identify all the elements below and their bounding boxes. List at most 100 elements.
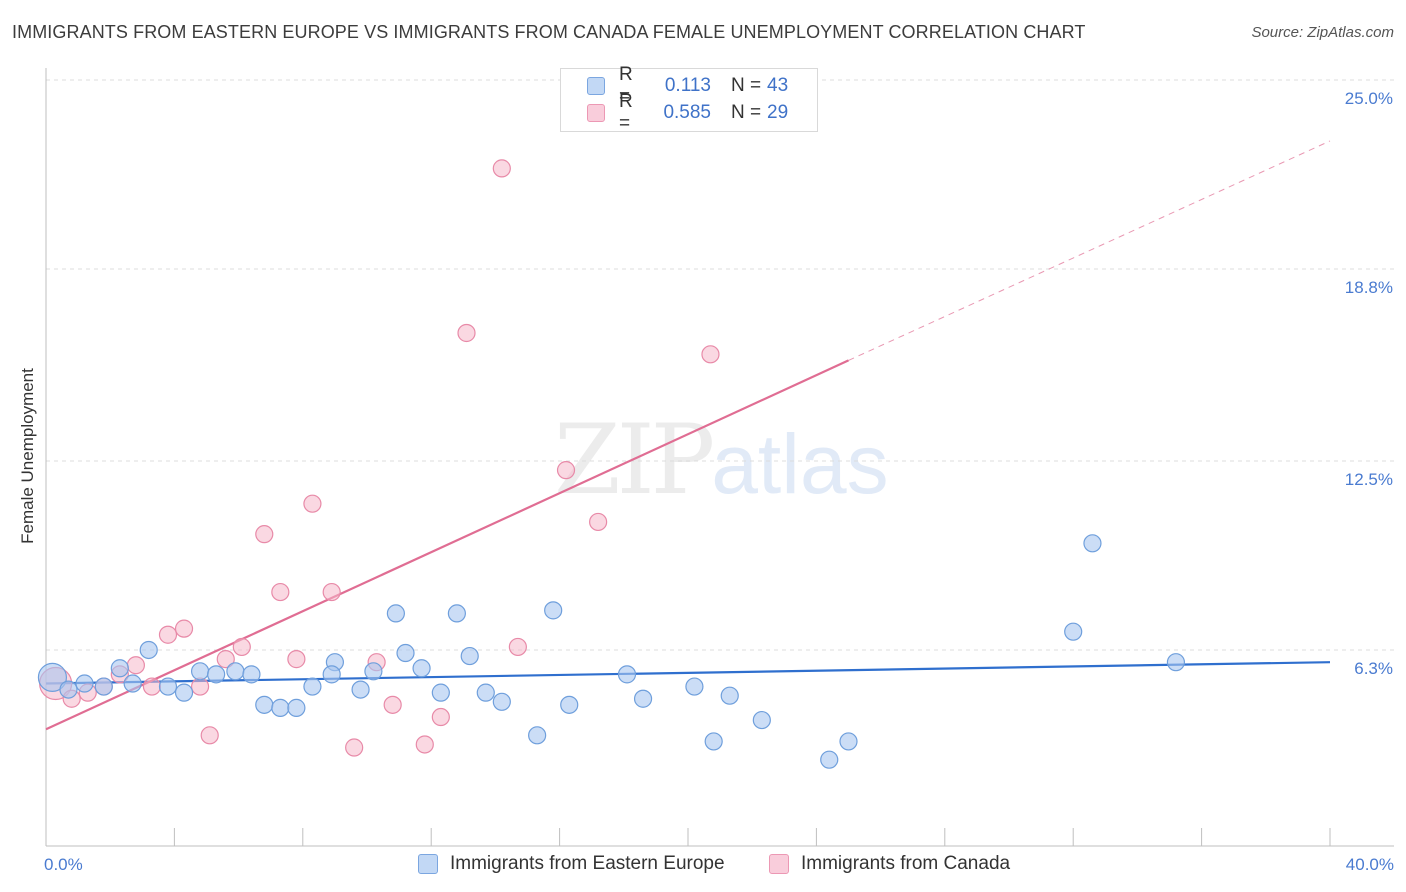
point-eastern-europe (476, 683, 495, 702)
point-canada (287, 650, 306, 669)
point-eastern-europe (544, 601, 563, 620)
point-eastern-europe (364, 662, 383, 681)
point-eastern-europe (158, 677, 178, 696)
legend-r-label: R = (619, 91, 633, 134)
bottom-legend-swatch-blue (418, 854, 438, 874)
bottom-legend-label: Immigrants from Canada (801, 853, 1011, 874)
watermark-atlas: atlas (711, 417, 889, 511)
legend-n-value: 29 (767, 102, 789, 123)
axes (45, 68, 1394, 847)
point-eastern-europe (110, 659, 129, 678)
point-eastern-europe (59, 680, 78, 699)
point-canada (415, 735, 434, 754)
point-eastern-europe (839, 732, 858, 751)
legend-swatch-blue (587, 77, 605, 95)
point-eastern-europe (396, 643, 415, 663)
point-canada (190, 677, 210, 696)
point-eastern-europe (1064, 622, 1083, 641)
legend-n-value: 43 (767, 75, 789, 96)
point-canada (589, 512, 608, 532)
point-eastern-europe (412, 659, 431, 678)
bottom-legend-swatch-pink (769, 854, 789, 874)
point-canada (271, 582, 290, 602)
x-tick-label: 40.0% (1346, 855, 1394, 874)
point-canada (255, 525, 274, 544)
point-eastern-europe (351, 680, 370, 699)
watermark: ZIPatlas (554, 404, 889, 516)
point-canada (322, 582, 341, 602)
point-canada (383, 695, 402, 714)
y-tick-label: 6.3% (1354, 659, 1393, 678)
point-canada (508, 637, 527, 657)
point-canada (701, 345, 720, 364)
point-eastern-europe (560, 695, 579, 714)
point-eastern-europe (190, 662, 210, 681)
point-eastern-europe (704, 732, 723, 751)
point-eastern-europe (685, 677, 704, 696)
y-tick-label: 18.8% (1345, 278, 1393, 297)
y-tick-label: 25.0% (1345, 89, 1393, 108)
trend-lines (45, 140, 1331, 731)
point-eastern-europe (1166, 653, 1186, 672)
y-tick-label: 12.5% (1345, 470, 1393, 489)
point-eastern-europe (271, 698, 290, 717)
trend-line-canada (45, 359, 849, 731)
point-eastern-europe (720, 686, 739, 705)
point-eastern-europe (174, 683, 194, 702)
bottom-legend-eastern-europe: Immigrants from Eastern Europe (418, 852, 725, 876)
bottom-legend-canada: Immigrants from Canada (769, 852, 1010, 876)
point-eastern-europe (37, 662, 68, 693)
point-canada (556, 461, 576, 480)
tick-labels: 6.3% 12.5% 18.8% 25.0% 0.0% 40.0% (44, 89, 1394, 874)
point-canada (345, 738, 364, 757)
legend-row-canada: R = 0.585 N = 29 (587, 91, 789, 134)
point-eastern-europe (460, 646, 479, 666)
source-label: Source: ZipAtlas.com (1251, 24, 1394, 41)
point-eastern-europe (94, 677, 113, 696)
point-eastern-europe (617, 665, 637, 684)
chart-title: IMMIGRANTS FROM EASTERN EUROPE VS IMMIGR… (12, 22, 1086, 42)
point-canada (492, 159, 511, 178)
legend-r-value: 0.585 (663, 102, 711, 123)
point-eastern-europe (322, 665, 341, 684)
legend-r-value: 0.113 (664, 75, 711, 96)
point-canada (142, 677, 162, 696)
point-eastern-europe (207, 665, 226, 684)
point-eastern-europe (123, 674, 142, 693)
point-eastern-europe (1083, 534, 1102, 553)
point-canada (431, 707, 450, 727)
point-eastern-europe (75, 674, 94, 693)
point-eastern-europe (492, 692, 511, 711)
point-eastern-europe (386, 604, 405, 623)
legend-n-label: N = (731, 75, 762, 96)
point-eastern-europe (633, 689, 653, 708)
watermark-zip: ZIP (554, 404, 715, 516)
correlation-legend: R = 0.113 N = 43 R = 0.585 N = 29 (560, 64, 818, 134)
point-canada (158, 625, 178, 644)
point-eastern-europe (226, 662, 245, 681)
point-eastern-europe (139, 640, 158, 660)
x-tick-label: 0.0% (44, 855, 83, 874)
point-canada (303, 494, 322, 513)
point-canada (200, 726, 219, 745)
point-eastern-europe (303, 677, 322, 696)
point-eastern-europe (447, 604, 466, 623)
legend-row-eastern-europe: R = 0.113 N = 43 (587, 64, 789, 107)
point-eastern-europe (242, 665, 261, 684)
point-eastern-europe (752, 710, 771, 730)
point-canada (232, 637, 251, 657)
point-canada (457, 323, 476, 343)
point-eastern-europe (431, 683, 450, 702)
point-canada (216, 650, 235, 669)
grid-lines (46, 79, 1394, 651)
bottom-legend-label: Immigrants from Eastern Europe (450, 853, 725, 874)
legend-n-label: N = (731, 102, 762, 123)
point-eastern-europe (287, 698, 306, 717)
legend-swatch-pink (587, 104, 605, 122)
trend-line-canada-projection (848, 140, 1331, 361)
trend-line-eastern-europe (45, 661, 1331, 685)
data-points (37, 159, 1186, 769)
point-eastern-europe (820, 750, 839, 769)
point-canada (126, 656, 145, 675)
